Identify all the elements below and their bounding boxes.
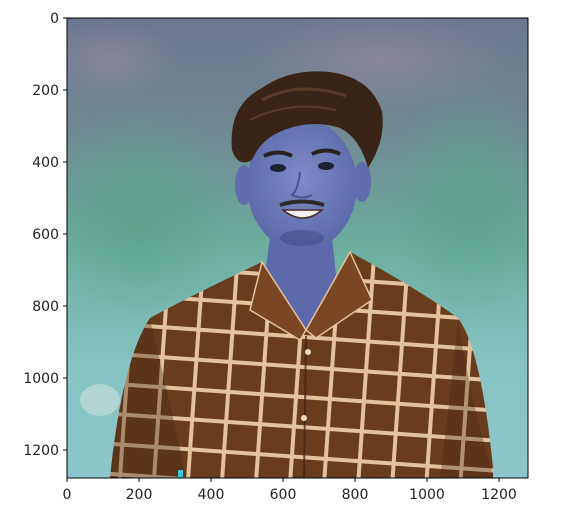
- photo-image: [67, 18, 528, 478]
- x-tick-label: 600: [270, 487, 297, 503]
- x-tick-label: 800: [342, 487, 369, 503]
- y-tick-label: 1200: [23, 443, 59, 459]
- y-tick-label: 1000: [23, 371, 59, 387]
- x-tick-label: 0: [63, 487, 72, 503]
- y-tick-label: 800: [32, 299, 59, 315]
- y-axis: 0 200 400 600 800 1000 1200: [23, 11, 67, 459]
- y-tick-label: 0: [50, 11, 59, 27]
- axes-frame: [66, 17, 529, 479]
- y-tick-label: 200: [32, 83, 59, 99]
- x-axis: 0 200 400 600 800 1000 1200: [63, 478, 517, 503]
- x-tick-label: 1000: [409, 487, 445, 503]
- y-tick-label: 400: [32, 155, 59, 171]
- x-tick-label: 200: [126, 487, 153, 503]
- y-tick-label: 600: [32, 227, 59, 243]
- x-tick-label: 400: [198, 487, 225, 503]
- x-tick-label: 1200: [481, 487, 517, 503]
